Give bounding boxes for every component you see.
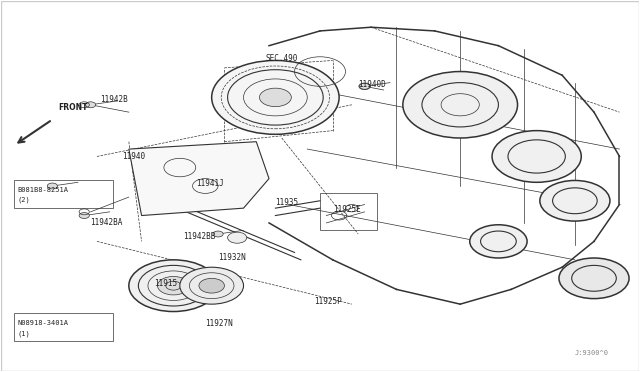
Text: FRONT: FRONT bbox=[59, 103, 88, 112]
Text: 11915: 11915 bbox=[154, 279, 177, 288]
Text: (2): (2) bbox=[17, 197, 30, 203]
Circle shape bbox=[79, 212, 90, 218]
Circle shape bbox=[212, 61, 339, 134]
Text: 11925E: 11925E bbox=[333, 205, 360, 214]
Text: (1): (1) bbox=[17, 330, 30, 337]
Circle shape bbox=[259, 88, 291, 107]
Bar bbox=[320, 193, 378, 230]
Circle shape bbox=[157, 276, 189, 295]
Text: 11927N: 11927N bbox=[205, 319, 233, 328]
Bar bbox=[14, 313, 113, 341]
Text: 11932N: 11932N bbox=[218, 253, 246, 263]
Text: 11942BA: 11942BA bbox=[91, 218, 123, 227]
Circle shape bbox=[360, 83, 370, 89]
Text: 11940D: 11940D bbox=[358, 80, 386, 89]
Circle shape bbox=[213, 231, 223, 237]
Text: N08918-3401A: N08918-3401A bbox=[17, 320, 68, 326]
Circle shape bbox=[559, 258, 629, 299]
Circle shape bbox=[228, 232, 246, 243]
Text: J:9300^0: J:9300^0 bbox=[575, 350, 609, 356]
Text: 11942B: 11942B bbox=[100, 96, 128, 105]
Circle shape bbox=[129, 260, 218, 311]
Text: B081B8-8251A: B081B8-8251A bbox=[17, 187, 68, 193]
Polygon shape bbox=[129, 142, 269, 215]
Circle shape bbox=[470, 225, 527, 258]
Text: 11935: 11935 bbox=[275, 198, 298, 207]
Circle shape bbox=[492, 131, 581, 182]
Text: SEC.490: SEC.490 bbox=[266, 54, 298, 63]
Circle shape bbox=[199, 278, 225, 293]
Text: 11925P: 11925P bbox=[314, 297, 341, 306]
Circle shape bbox=[180, 267, 244, 304]
Text: 11942BB: 11942BB bbox=[183, 232, 216, 241]
Circle shape bbox=[540, 180, 610, 221]
Circle shape bbox=[86, 102, 96, 108]
Circle shape bbox=[403, 71, 518, 138]
Bar bbox=[14, 180, 113, 208]
Circle shape bbox=[47, 183, 58, 189]
Text: 11941J: 11941J bbox=[196, 179, 223, 187]
Text: 11940: 11940 bbox=[122, 152, 145, 161]
